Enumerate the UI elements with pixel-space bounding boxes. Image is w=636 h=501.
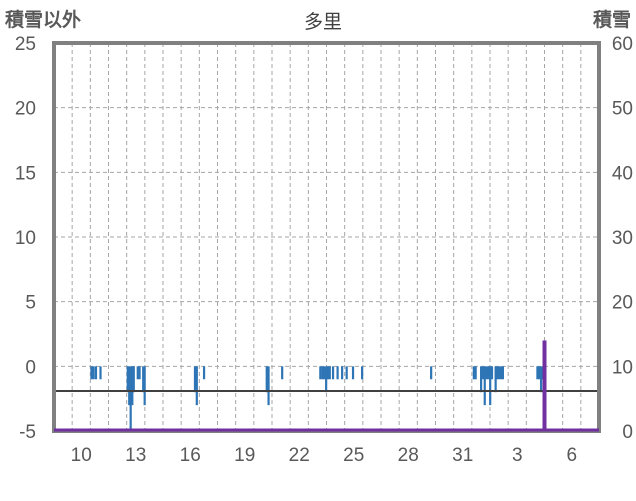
bar-precipitation: [90, 366, 93, 380]
bar-precipitation: [480, 366, 483, 393]
bar-precipitation: [430, 366, 433, 380]
left-tick-label: -5: [19, 422, 36, 443]
bar-precipitation: [351, 366, 355, 380]
bar-precipitation: [496, 366, 499, 380]
x-tick-label: 25: [343, 445, 364, 466]
bar-precipitation: [136, 366, 139, 380]
bar-precipitation: [129, 366, 132, 431]
bar-precipitation: [321, 366, 324, 380]
bar-precipitation: [92, 366, 95, 380]
right-tick-label: 20: [612, 293, 633, 314]
chart-title: 多里: [304, 11, 342, 33]
bar-precipitation: [126, 366, 129, 393]
bar-precipitation: [538, 366, 541, 380]
bar-precipitation: [494, 366, 497, 393]
bar-precipitation: [539, 366, 543, 393]
bar-precipitation: [202, 366, 206, 380]
right-tick-label: 0: [622, 422, 633, 443]
left-tick-label: 0: [25, 357, 36, 378]
bar-precipitation: [345, 366, 348, 380]
bar-precipitation: [99, 366, 102, 380]
right-tick-label: 60: [612, 34, 633, 55]
right-tick-label: 40: [612, 163, 633, 184]
bars-right-axis: [54, 340, 599, 432]
bar-precipitation: [331, 366, 335, 380]
x-tick-label: 19: [234, 445, 255, 466]
bar-precipitation: [132, 366, 135, 393]
x-tick-label: 6: [566, 445, 577, 466]
bar-precipitation: [474, 366, 477, 380]
bar-precipitation: [489, 366, 492, 406]
left-tick-label: 20: [15, 99, 36, 120]
bar-precipitation: [265, 366, 268, 393]
bar-precipitation: [485, 366, 488, 380]
bar-precipitation: [138, 366, 141, 380]
bar-precipitation: [490, 366, 494, 380]
bar-precipitation: [341, 366, 344, 380]
bar-precipitation: [336, 366, 339, 380]
bar-precipitation: [472, 366, 475, 380]
bar-precipitation: [499, 366, 503, 380]
bars: [90, 366, 544, 431]
left-tick-label: 5: [25, 293, 36, 314]
tick-labels: -5 0 0 10 5 20 10 30 15 40 20 50 25 60 10 13 16 19 22 25 28 3…: [15, 34, 633, 466]
bar-precipitation: [128, 366, 131, 406]
bar-precipitation: [326, 366, 330, 380]
bar-precipitation: [94, 366, 98, 380]
x-tick-label: 13: [125, 445, 146, 466]
bar-precipitation: [143, 366, 146, 406]
bar-snow-depth: [542, 340, 547, 431]
left-tick-label: 10: [15, 228, 36, 249]
bar-precipitation: [536, 366, 539, 380]
bar-precipitation: [319, 366, 322, 380]
right-tick-label: 50: [612, 99, 633, 120]
bar-precipitation: [361, 366, 364, 380]
bar-precipitation: [142, 366, 145, 393]
bar-precipitation: [131, 366, 134, 406]
x-tick-label: 10: [71, 445, 92, 466]
bar-precipitation: [325, 366, 328, 393]
bar-precipitation: [481, 366, 485, 380]
right-tick-label: 10: [612, 357, 633, 378]
left-tick-label: 25: [15, 34, 36, 55]
bar-precipitation: [195, 366, 198, 406]
left-tick-label: 15: [15, 163, 36, 184]
bar-precipitation: [498, 366, 501, 380]
bar-precipitation: [487, 366, 490, 380]
x-tick-label: 28: [398, 445, 419, 466]
left-axis-label: 積雪以外: [5, 8, 81, 31]
bar-precipitation: [323, 366, 326, 380]
bar-precipitation: [193, 366, 197, 393]
x-tick-label: 22: [289, 445, 310, 466]
right-axis-label: 積雪: [593, 8, 631, 31]
bar-precipitation: [483, 366, 486, 406]
x-tick-label: 3: [512, 445, 523, 466]
x-tick-label: 16: [180, 445, 201, 466]
bar-precipitation: [281, 366, 284, 380]
bar-precipitation: [328, 366, 331, 380]
bar-precipitation: [267, 366, 270, 406]
bar-precipitation: [501, 366, 505, 380]
right-tick-label: 30: [612, 228, 633, 249]
x-tick-label: 31: [452, 445, 473, 466]
